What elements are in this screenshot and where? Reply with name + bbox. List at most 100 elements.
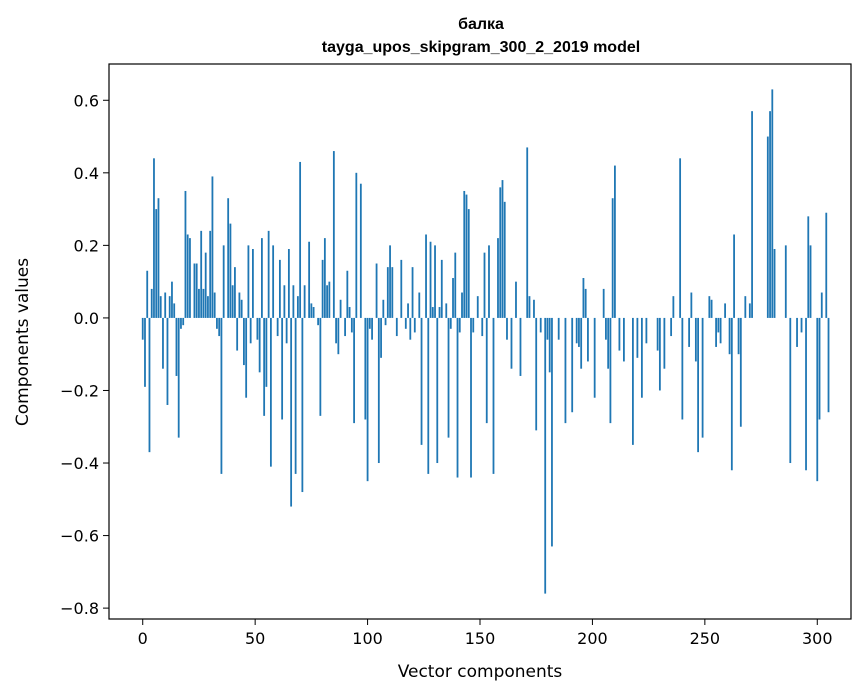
bar: [164, 292, 167, 318]
bar: [328, 281, 331, 318]
bar: [506, 317, 508, 340]
bar: [636, 317, 639, 358]
bar: [303, 285, 306, 318]
bar: [407, 303, 409, 318]
bar: [461, 292, 463, 318]
bar: [386, 267, 389, 318]
bar: [575, 317, 578, 344]
bar: [701, 317, 704, 438]
bar: [548, 317, 551, 373]
bars-group: [141, 89, 830, 594]
bar: [429, 241, 432, 318]
bar: [171, 281, 173, 318]
bar: [166, 317, 169, 405]
bar: [688, 317, 691, 347]
bar: [319, 317, 322, 416]
bar: [611, 198, 614, 318]
bar: [384, 317, 387, 326]
bar: [231, 285, 234, 318]
bar: [602, 288, 605, 318]
bar: [359, 183, 362, 318]
bar: [195, 263, 198, 318]
bar: [400, 259, 403, 318]
bar: [155, 209, 158, 318]
bar: [413, 317, 416, 333]
bar: [281, 317, 284, 420]
y-tick-label: −0.6: [60, 527, 99, 546]
bar: [697, 317, 699, 453]
bar: [292, 285, 295, 318]
x-axis-ticks: 0 50 100 150 200 250 300: [138, 619, 833, 648]
bar: [614, 165, 616, 318]
bar: [301, 317, 304, 493]
bar: [580, 317, 583, 369]
bar: [310, 303, 313, 318]
bar: [458, 317, 461, 333]
bar: [805, 317, 807, 471]
bar: [180, 317, 182, 329]
bar: [269, 317, 272, 467]
bar: [209, 230, 212, 318]
bar: [564, 317, 567, 424]
bar: [710, 299, 713, 318]
bar: [465, 194, 468, 318]
bar: [472, 317, 475, 333]
bar: [715, 317, 717, 347]
bar: [681, 317, 684, 420]
bar: [809, 245, 812, 318]
x-tick-label: 100: [352, 629, 383, 648]
bar: [247, 245, 250, 318]
bar: [519, 317, 522, 376]
x-tick-label: 250: [690, 629, 721, 648]
bar: [350, 317, 353, 333]
bar: [395, 317, 398, 337]
bar: [335, 317, 337, 344]
bar: [796, 317, 798, 347]
bar: [587, 317, 589, 362]
bar: [551, 317, 553, 547]
bar: [337, 317, 340, 355]
bar: [420, 317, 423, 445]
bar: [748, 303, 751, 318]
bar: [526, 147, 529, 318]
bar: [366, 317, 369, 482]
bar: [425, 234, 427, 318]
bar: [434, 245, 436, 318]
bar: [391, 267, 394, 318]
bar: [162, 317, 164, 369]
y-axis-ticks: −0.8 −0.6 −0.4 −0.2 0.0 0.2 0.4 0.6: [60, 91, 109, 618]
bar: [825, 212, 828, 318]
bar: [339, 299, 342, 318]
bar: [141, 317, 144, 340]
bar: [290, 317, 293, 507]
bar: [499, 187, 502, 318]
bar: [256, 317, 259, 340]
bar: [807, 216, 810, 318]
bar: [323, 238, 326, 318]
bar: [440, 259, 443, 318]
bar: [258, 317, 261, 373]
y-tick-label: 0.0: [74, 309, 99, 328]
bar: [326, 285, 328, 318]
bar: [296, 296, 299, 318]
bar: [218, 317, 221, 337]
bar: [159, 296, 162, 318]
bar: [184, 190, 187, 318]
bar: [501, 180, 504, 318]
bar: [249, 317, 252, 344]
bar: [827, 317, 830, 413]
bar: [353, 317, 355, 424]
bar: [463, 190, 466, 318]
bar: [584, 288, 587, 318]
bar: [173, 303, 176, 318]
bar: [299, 161, 302, 318]
bar: [744, 296, 747, 318]
bar: [409, 317, 412, 340]
bar: [728, 317, 731, 355]
bar: [265, 317, 268, 387]
bar: [658, 317, 661, 391]
bar: [766, 136, 769, 318]
bar: [773, 249, 776, 318]
bar: [431, 307, 434, 318]
